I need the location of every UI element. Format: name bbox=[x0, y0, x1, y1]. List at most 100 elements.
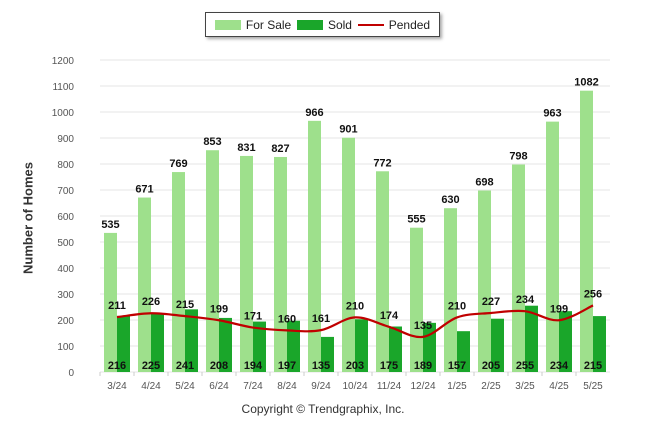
y-tick-label: 800 bbox=[57, 160, 74, 171]
sold-bar bbox=[525, 305, 538, 372]
pended-value-label: 171 bbox=[244, 311, 262, 323]
for-sale-bar bbox=[478, 190, 491, 372]
y-tick-label: 400 bbox=[57, 264, 74, 275]
sold-value-label: 194 bbox=[244, 360, 263, 372]
sold-value-label: 203 bbox=[346, 360, 364, 372]
sold-value-label: 234 bbox=[550, 360, 569, 372]
for-sale-value-label: 630 bbox=[441, 194, 459, 206]
legend: For Sale Sold Pended bbox=[205, 12, 440, 37]
pended-value-label: 211 bbox=[108, 300, 126, 312]
sold-bar bbox=[287, 320, 300, 372]
sold-value-label: 216 bbox=[108, 360, 126, 372]
y-tick-label: 500 bbox=[57, 238, 74, 249]
pended-line bbox=[116, 304, 594, 339]
sold-value-label: 208 bbox=[210, 360, 228, 372]
y-tick-label: 1000 bbox=[52, 108, 75, 119]
x-axis-ticks: 3/24 4/24 5/24 6/24 7/24 8/24 9/24 10/24 11/24 12… bbox=[99, 372, 603, 392]
sold-value-label: 205 bbox=[482, 360, 500, 372]
x-tick-label: 9/24 bbox=[311, 381, 331, 392]
pended-value-label: 174 bbox=[380, 310, 399, 322]
sold-value-label: 241 bbox=[176, 360, 194, 372]
pended-value-label: 199 bbox=[550, 303, 568, 315]
for-sale-value-label: 963 bbox=[543, 108, 561, 120]
sold-bar bbox=[559, 311, 572, 372]
data-labels: 535 216 211 671 225 226 769 241 215 853 208 199 831 1… bbox=[101, 77, 602, 372]
y-tick-label: 300 bbox=[57, 290, 74, 301]
for-sale-value-label: 671 bbox=[135, 184, 153, 196]
sold-bar bbox=[321, 336, 334, 372]
pended-value-label: 256 bbox=[584, 288, 602, 300]
for-sale-bar bbox=[376, 171, 389, 372]
y-tick-label: 1100 bbox=[52, 82, 74, 93]
for-sale-bar bbox=[138, 197, 151, 372]
for-sale-value-label: 966 bbox=[305, 107, 323, 119]
x-tick-label: 12/24 bbox=[410, 381, 435, 392]
for-sale-bar bbox=[172, 172, 185, 372]
y-axis-label: Number of Homes bbox=[20, 162, 36, 274]
x-tick-label: 5/24 bbox=[175, 381, 195, 392]
y-tick-label: 600 bbox=[57, 212, 74, 223]
for-sale-value-label: 831 bbox=[237, 142, 255, 154]
sold-bar bbox=[117, 315, 130, 372]
sold-bar bbox=[355, 319, 368, 372]
x-tick-label: 5/25 bbox=[583, 381, 603, 392]
legend-label-sold: Sold bbox=[327, 17, 352, 32]
for-sale-value-label: 698 bbox=[475, 177, 493, 189]
pended-value-label: 199 bbox=[210, 303, 228, 315]
y-tick-label: 200 bbox=[57, 316, 74, 327]
for-sale-bar bbox=[580, 90, 593, 373]
y-tick-label: 0 bbox=[68, 368, 74, 379]
x-tick-label: 7/24 bbox=[243, 381, 263, 392]
pended-value-label: 226 bbox=[142, 296, 160, 308]
bars bbox=[104, 90, 606, 373]
x-tick-label: 3/24 bbox=[107, 381, 127, 392]
legend-item-sold[interactable]: Sold bbox=[296, 17, 352, 32]
for-sale-bar bbox=[546, 121, 559, 373]
for-sale-value-label: 555 bbox=[407, 214, 425, 226]
sold-value-label: 255 bbox=[516, 360, 534, 372]
legend-item-pended[interactable]: Pended bbox=[357, 17, 431, 32]
pended-series-line bbox=[116, 304, 594, 339]
y-tick-label: 100 bbox=[57, 342, 74, 353]
x-tick-label: 10/24 bbox=[342, 381, 367, 392]
x-tick-label: 3/25 bbox=[515, 381, 535, 392]
for-sale-value-label: 798 bbox=[509, 151, 527, 163]
for-sale-value-label: 772 bbox=[373, 157, 391, 169]
sold-value-label: 197 bbox=[278, 360, 296, 372]
sold-bar bbox=[253, 321, 266, 372]
legend-label-for-sale: For Sale bbox=[245, 17, 292, 32]
for-sale-bar bbox=[206, 150, 219, 372]
sold-bar bbox=[593, 316, 606, 372]
x-tick-label: 1/25 bbox=[447, 381, 467, 392]
x-tick-label: 4/24 bbox=[141, 381, 161, 392]
for-sale-value-label: 1082 bbox=[574, 77, 598, 89]
for-sale-value-label: 827 bbox=[271, 143, 289, 155]
for-sale-value-label: 769 bbox=[169, 158, 187, 170]
y-tick-label: 900 bbox=[57, 134, 74, 145]
pended-value-label: 227 bbox=[482, 296, 500, 308]
legend-label-pended: Pended bbox=[388, 17, 431, 32]
sold-value-label: 189 bbox=[414, 360, 432, 372]
sold-value-label: 157 bbox=[448, 360, 466, 372]
sold-bar bbox=[151, 313, 164, 372]
pended-value-label: 160 bbox=[278, 313, 296, 325]
y-tick-label: 700 bbox=[57, 186, 74, 197]
pended-value-label: 161 bbox=[312, 313, 330, 325]
sold-bar bbox=[185, 309, 198, 372]
legend-item-for-sale[interactable]: For Sale bbox=[214, 17, 292, 32]
pended-value-label: 210 bbox=[448, 300, 466, 312]
sold-bar bbox=[219, 317, 232, 372]
for-sale-bar bbox=[444, 208, 457, 372]
sold-bar bbox=[389, 326, 402, 372]
for-sale-swatch-icon bbox=[214, 19, 241, 30]
y-axis-ticks: 0 100 200 300 400 500 600 700 800 900 1000 1100 1200 bbox=[52, 56, 75, 379]
pended-line-swatch-icon bbox=[357, 23, 384, 26]
sold-value-label: 135 bbox=[312, 360, 330, 372]
x-tick-label: 8/24 bbox=[277, 381, 297, 392]
for-sale-bar bbox=[104, 232, 117, 372]
for-sale-bar bbox=[410, 227, 423, 372]
y-tick-label: 1200 bbox=[52, 56, 75, 67]
x-tick-label: 4/25 bbox=[549, 381, 569, 392]
pended-value-label: 210 bbox=[346, 300, 364, 312]
